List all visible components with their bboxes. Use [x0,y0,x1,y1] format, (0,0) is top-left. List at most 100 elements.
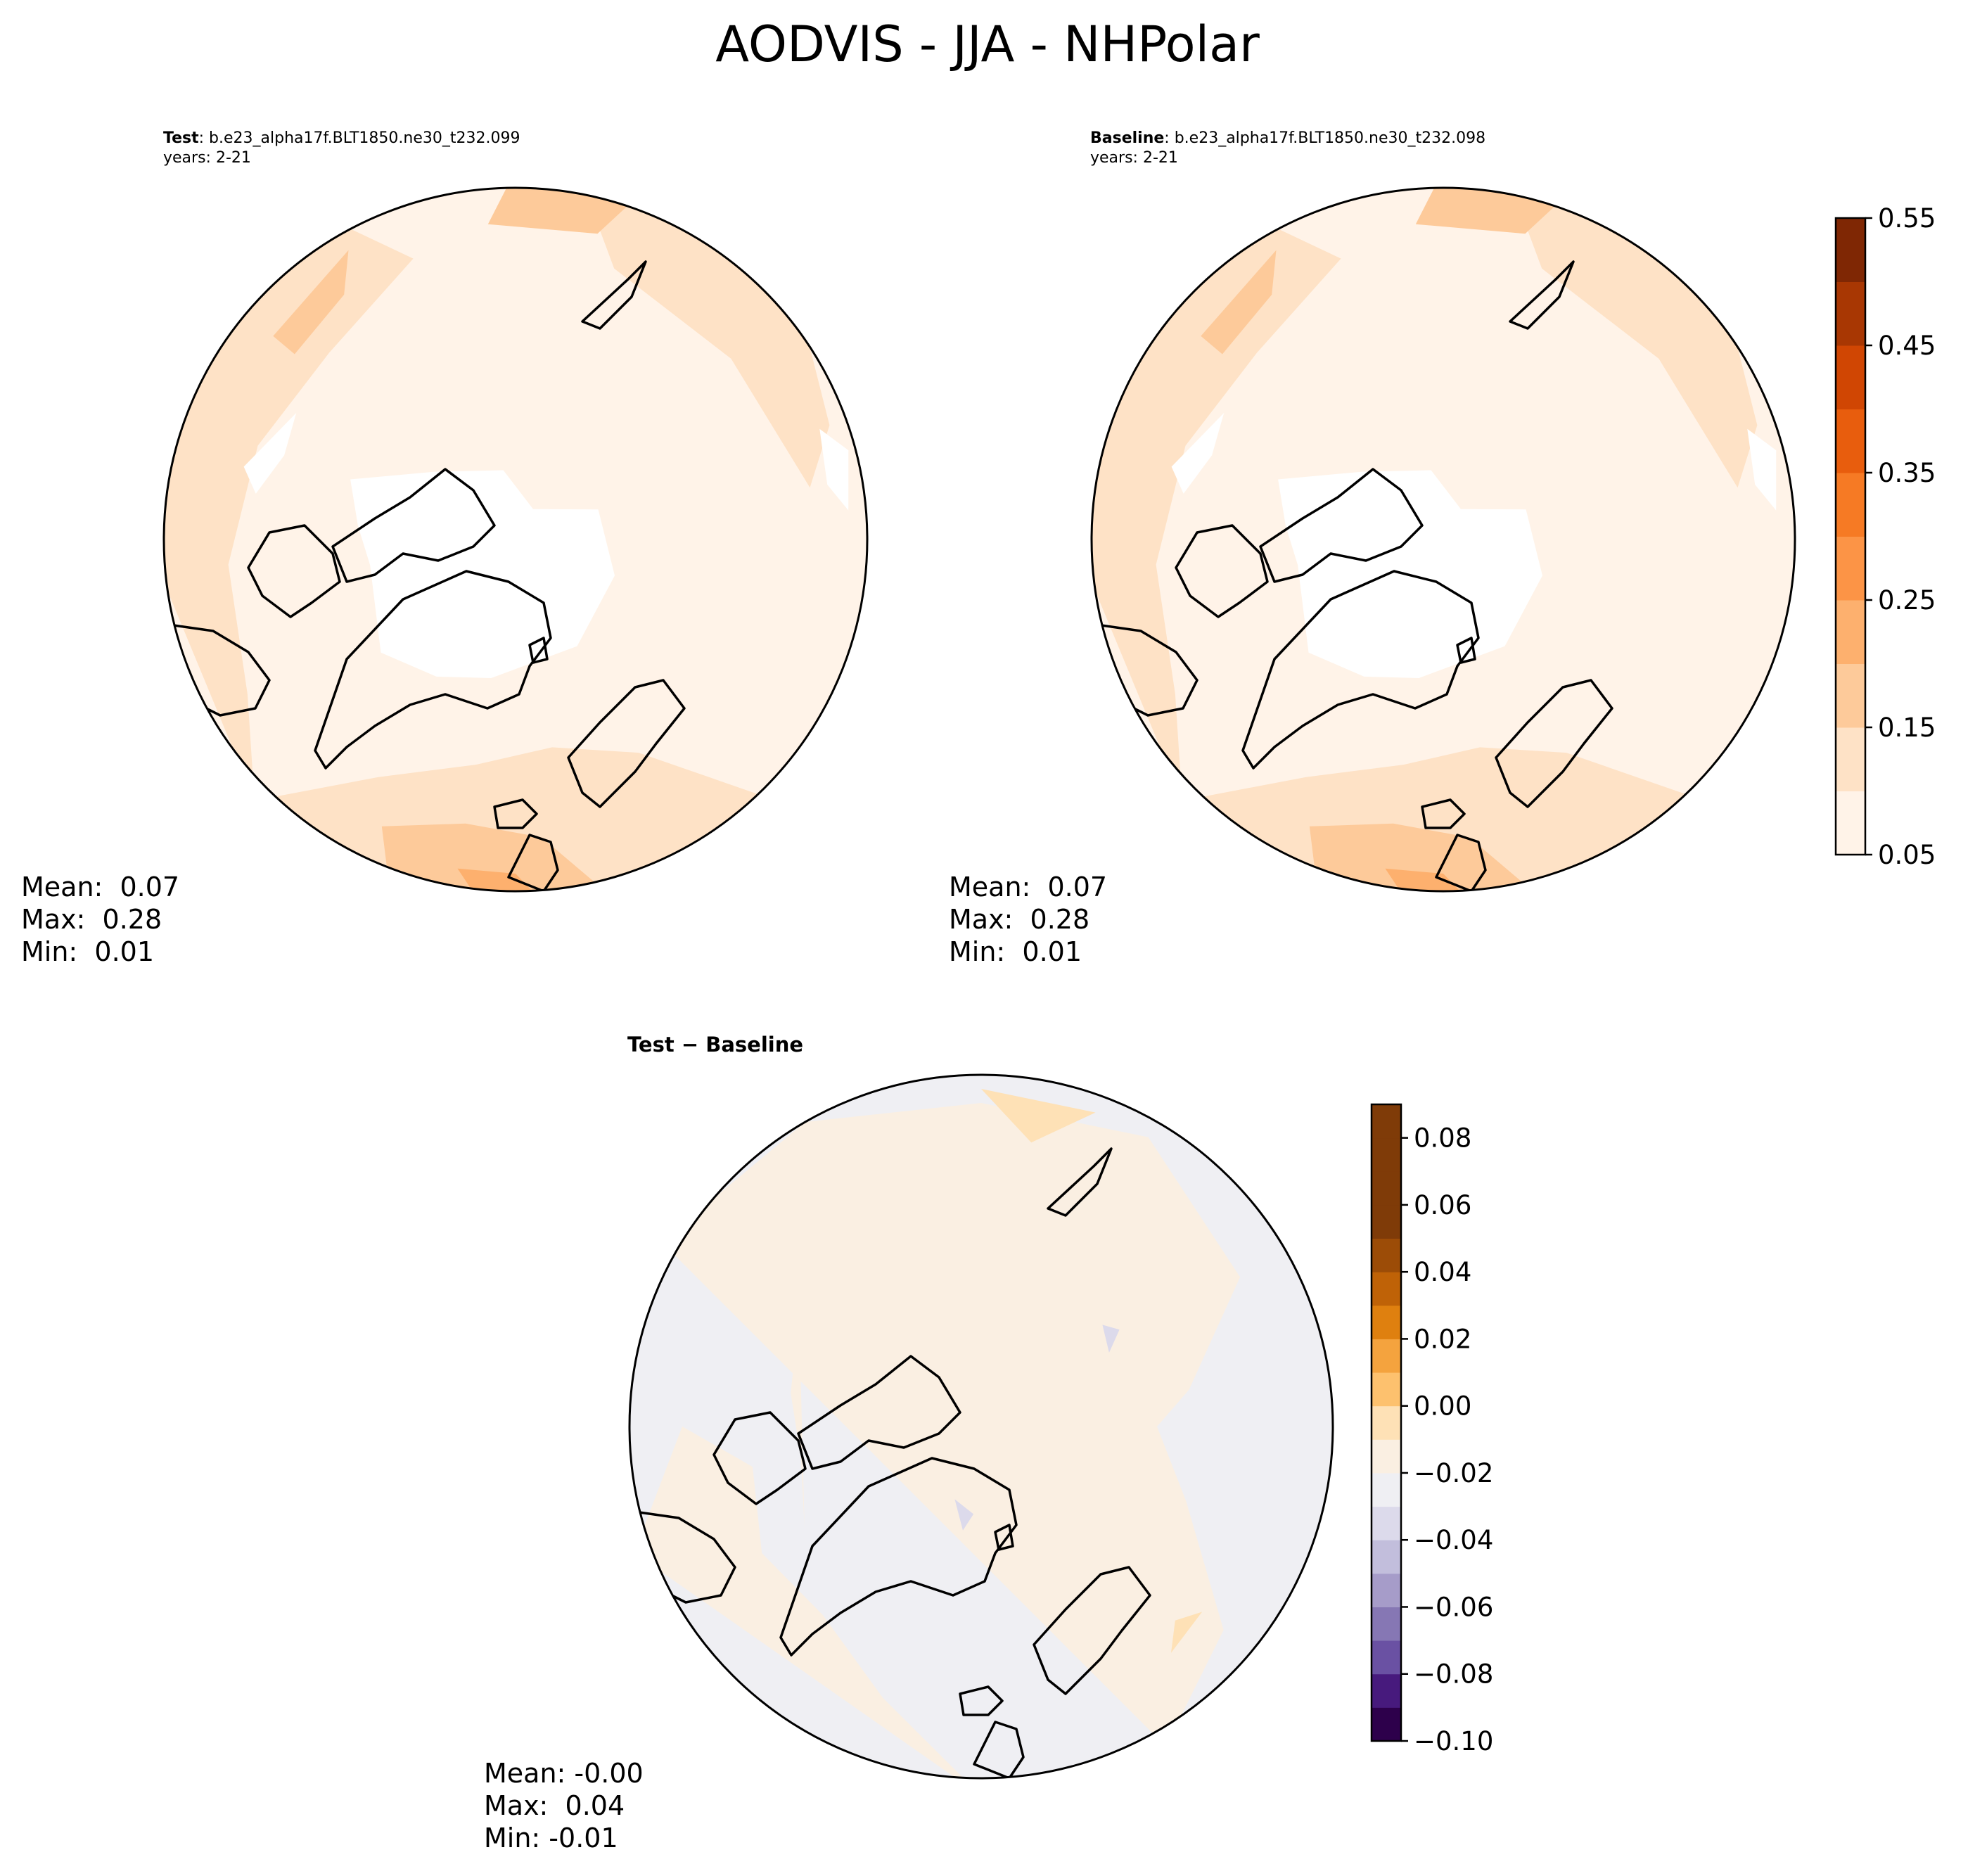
oranges-colorbar: 0.05 0.15 0.25 0.35 0.45 0.55 [1834,204,1936,870]
aod-contour-region [1092,219,1341,801]
colorbar-tick-label: 0.05 [1878,840,1936,870]
baseline-polar-map [1090,186,1796,893]
colorbar-tick-label: −0.04 [1414,1525,1493,1555]
coastline [959,1685,1004,1716]
colorbar-tick-label: −0.02 [1414,1458,1493,1488]
colorbar-level [1836,600,1865,664]
colorbar-level [1836,536,1865,601]
aod-contour-region [487,188,642,234]
aod-contour-region [580,188,830,488]
diff-polar-map [628,1073,1334,1780]
map-boundary [162,186,869,893]
coastline [1033,1566,1151,1695]
coastline [247,524,341,618]
map-boundary [1090,186,1796,893]
colorbar-level [1836,791,1865,855]
test-stat-min: Min: 0.01 [21,936,154,967]
coastline [1495,679,1613,808]
coastline [331,468,496,583]
baseline-panel-header: Baseline: b.e23_alpha17f.BLT1850.ne30_t2… [1090,129,1485,168]
colorbar-level [1372,1573,1401,1607]
baseline-label: Baseline [1090,129,1165,147]
coastline [973,1721,1025,1778]
map-boundary [628,1073,1334,1780]
aod-contour-region [1385,868,1476,891]
colorbar-level [1372,1405,1401,1440]
coastline [581,260,647,330]
diff-contour-region [634,1427,981,1778]
colorbar-level [1372,1472,1401,1507]
colorbar-level [1836,473,1865,537]
colorbar-level [1836,218,1865,282]
test-stat-mean: Mean: 0.07 [21,872,180,902]
colorbar-tick-label: 0.08 [1414,1123,1471,1154]
colorbar-level [1372,1272,1401,1306]
test-panel-header: Test: b.e23_alpha17f.BLT1850.ne30_t232.0… [163,129,520,168]
colorbar-level [1372,1673,1401,1708]
aod-contour-region [1507,188,1758,488]
diff-stat-mean: Mean: -0.00 [484,1758,644,1789]
diff-contour-region [1102,1325,1120,1353]
colorbar-tick-label: 0.15 [1878,713,1936,743]
coastline [314,570,552,770]
colorbar-tick-label: 0.25 [1878,585,1936,615]
colorbar-tick-label: 0.55 [1878,204,1936,234]
coastline [712,1411,807,1505]
colorbar-level [1372,1372,1401,1407]
colorbar-tick-label: 0.06 [1414,1190,1471,1220]
coastline [507,834,559,891]
diff-stat-min: Min: -0.01 [484,1823,618,1853]
colorbar-level [1372,1339,1401,1373]
coastline [1259,468,1424,583]
colorbar-level [1836,409,1865,473]
aod-contour-region [273,250,349,355]
diff-label-sep: − [674,1033,706,1057]
coastline [1456,637,1476,664]
coastline [994,1524,1014,1551]
coastline [1241,570,1480,770]
figure-title: AODVIS - JJA - NHPolar [715,15,1260,73]
colorbar-tick-label: −0.08 [1414,1659,1493,1690]
coastline [493,798,538,829]
colorbar-level [1372,1506,1401,1540]
baseline-stats: Mean: 0.07 Max: 0.28 Min: 0.01 [949,871,1107,968]
aod-contour-region [1201,250,1277,355]
diff-contour-region [954,1499,974,1531]
baseline-stat-mean: Mean: 0.07 [949,872,1108,902]
colorbar-tick-label: −0.10 [1414,1726,1493,1756]
aod-low-region [243,413,297,494]
colorbar-level [1372,1607,1401,1641]
diff-label-test: Test [627,1033,675,1057]
baseline-stat-max: Max: 0.28 [949,904,1090,935]
colorbar-frame [1834,217,1867,856]
colorbar-tick-label: 0.45 [1878,331,1936,361]
diff-stats: Mean: -0.00 Max: 0.04 Min: -0.01 [484,1757,644,1854]
baseline-years: years: 2-21 [1090,149,1178,167]
colorbar-level [1836,663,1865,728]
colorbar-level [1836,727,1865,791]
colorbar-tick-label: 0.04 [1414,1257,1471,1287]
colorbar-level [1372,1204,1401,1239]
aod-contour-region [457,868,548,891]
coastline [797,1355,961,1470]
colorbar-level [1372,1171,1401,1206]
coastline [1047,1147,1113,1217]
coastline [1175,524,1269,618]
diff-colorbar: 0.08 0.06 0.04 0.02 0.00 −0.02 −0.04 −0.06 −0.08… [1370,1103,1493,1756]
diff-contour-region [791,1272,805,1529]
diff-contour-region [661,1103,1241,1747]
baseline-case-name: : b.e23_alpha17f.BLT1850.ne30_t232.098 [1164,129,1486,147]
coastline [779,1457,1018,1657]
coastline [528,637,549,664]
coastline [1509,260,1575,330]
colorbar-level [1836,345,1865,409]
coastline [1435,834,1487,891]
colorbar-level [1372,1439,1401,1474]
colorbar-level [1372,1540,1401,1574]
colorbar-tick-label: 0.35 [1878,458,1936,488]
colorbar-level [1372,1104,1401,1139]
colorbar-tick-label: 0.00 [1414,1391,1471,1422]
aod-low-region [1747,428,1777,511]
test-polar-map [162,186,869,893]
baseline-stat-min: Min: 0.01 [949,936,1082,967]
